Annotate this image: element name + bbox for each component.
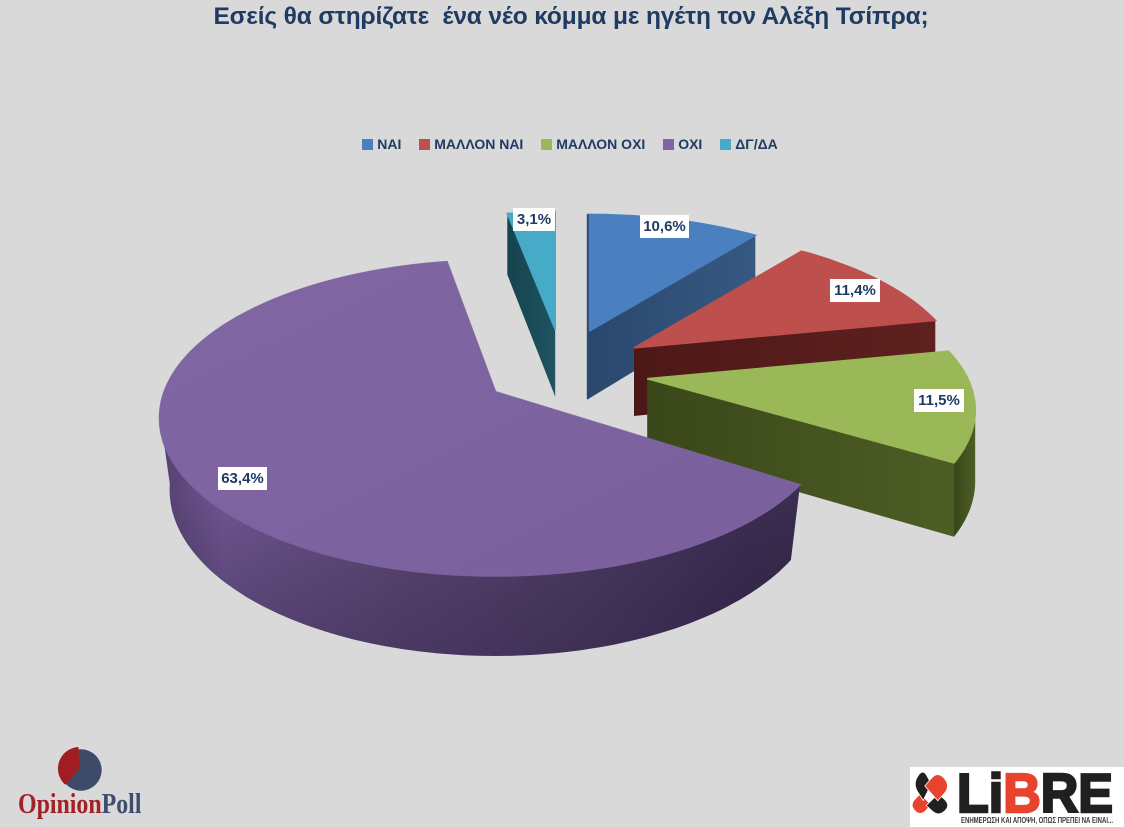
svg-text:LiBRE: LiBRE [957, 767, 1113, 824]
svg-text:ΕΝΗΜΕΡΩΣΗ ΚΑΙ ΑΠΟΨΗ, ΟΠΩΣ ΠΡΕΠ: ΕΝΗΜΕΡΩΣΗ ΚΑΙ ΑΠΟΨΗ, ΟΠΩΣ ΠΡΕΠΕΙ ΝΑ ΕΙΝΑ… [961, 816, 1113, 825]
